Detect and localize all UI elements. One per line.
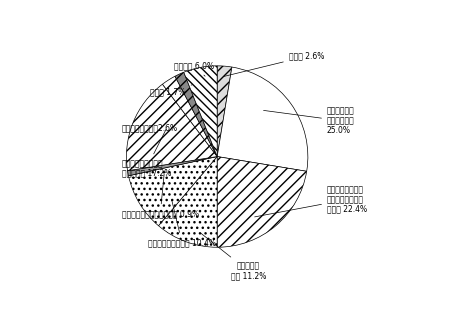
Wedge shape [175, 72, 217, 157]
Wedge shape [129, 157, 217, 226]
Text: 無回答 2.6%: 無回答 2.6% [224, 52, 324, 76]
Wedge shape [126, 84, 217, 171]
Text: 一緒に暮らす
家族がいるか
25.0%: 一緒に暮らす 家族がいるか 25.0% [264, 107, 355, 135]
Wedge shape [128, 157, 217, 176]
Text: 特になし 6.0%: 特になし 6.0% [174, 61, 214, 76]
Text: 十分なお金があるか 10.4%: 十分なお金があるか 10.4% [148, 200, 216, 247]
Wedge shape [159, 157, 217, 247]
Text: 生活上の情報入手2.6%: 生活上の情報入手2.6% [122, 91, 186, 132]
Text: その他 1.7%: その他 1.7% [150, 85, 192, 97]
Wedge shape [184, 66, 217, 157]
Wedge shape [217, 157, 307, 247]
Text: 高齢になったときの
健康や体力 17.2%: 高齢になったときの 健康や体力 17.2% [122, 129, 171, 178]
Wedge shape [217, 66, 232, 157]
Wedge shape [217, 67, 308, 171]
Wedge shape [162, 76, 217, 157]
Text: 身の回りの世話等
をしてくれる人が
いるか 22.4%: 身の回りの世話等 をしてくれる人が いるか 22.4% [254, 185, 367, 217]
Text: 趣味や生きがいをもてるか 0.9%: 趣味や生きがいをもてるか 0.9% [122, 174, 199, 218]
Text: 働く場があ
るか 11.2%: 働く場があ るか 11.2% [201, 233, 266, 280]
